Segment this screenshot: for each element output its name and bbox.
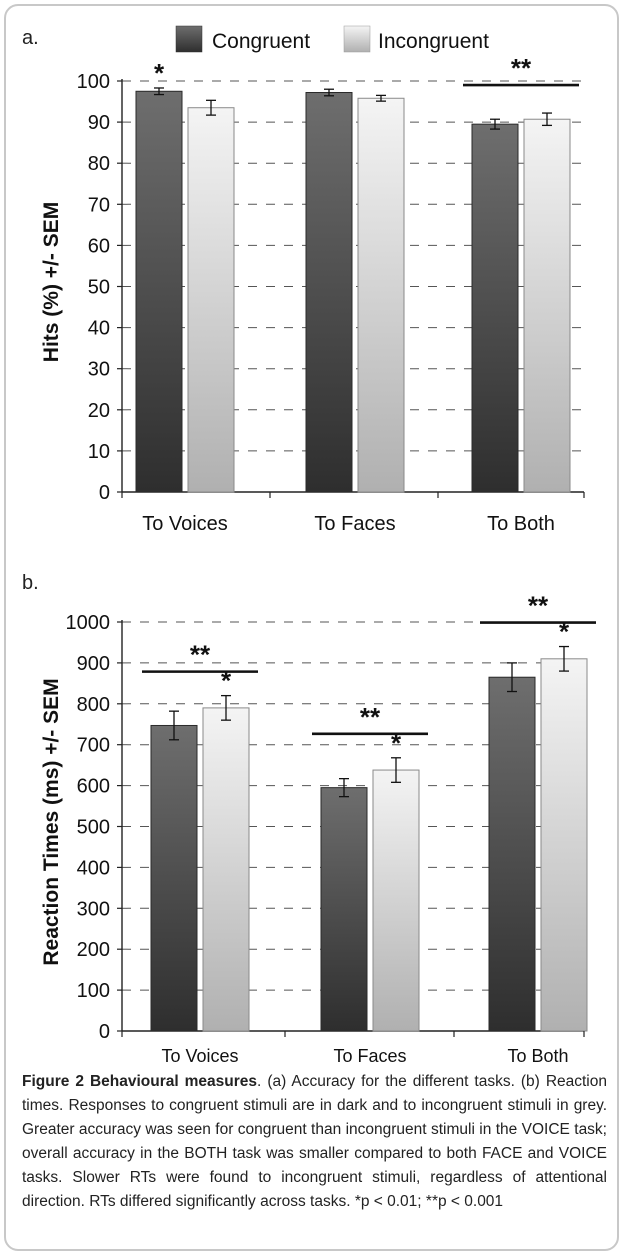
error-bar	[339, 777, 349, 798]
error-bar	[507, 662, 517, 693]
bar-incongruent	[540, 658, 588, 1032]
bar-incongruent	[372, 769, 420, 1032]
plot-b: 0 100 200 300 400 500 600 700 800 900 1000 To Voice…	[66, 591, 596, 1066]
x-category-label: To Voices	[142, 513, 228, 535]
bar-congruent	[320, 787, 368, 1032]
bar-incongruent	[187, 107, 235, 493]
plot-a: 0 10 20 30 40 50 60 70 80 90 100 To Voices To Faces T…	[77, 53, 585, 535]
legend-swatch-congruent	[175, 25, 203, 53]
panel-b-label: b.	[22, 572, 39, 594]
y-tick-label: 700	[77, 735, 110, 757]
x-category-label: To Faces	[314, 513, 395, 535]
y-tick-label: 80	[88, 153, 110, 175]
significance-label: **	[360, 702, 381, 732]
bar-incongruent	[523, 118, 571, 493]
x-category-label: To Both	[507, 1046, 568, 1066]
significance-star: *	[391, 728, 402, 758]
legend-swatch-incongruent	[343, 25, 371, 53]
y-axis-title-a: Hits (%) +/- SEM	[40, 202, 63, 362]
significance-label: **	[511, 53, 532, 83]
error-bar	[490, 118, 500, 130]
y-tick-label: 600	[77, 776, 110, 798]
significance-label: **	[528, 591, 549, 621]
y-tick-label: 50	[88, 277, 110, 299]
bar-incongruent	[202, 707, 250, 1032]
y-tick-label: 800	[77, 694, 110, 716]
bar-congruent	[488, 676, 536, 1032]
figure-caption: Figure 2 Behavioural measures. (a) Accur…	[22, 1070, 607, 1214]
y-tick-label: 200	[77, 939, 110, 961]
bar-congruent	[150, 724, 198, 1032]
error-bar	[376, 94, 386, 102]
y-tick-label: 90	[88, 112, 110, 134]
y-tick-label: 0	[99, 482, 110, 504]
error-bar	[324, 88, 334, 97]
x-category-label: To Faces	[333, 1046, 406, 1066]
y-tick-label: 70	[88, 194, 110, 216]
y-tick-label: 900	[77, 653, 110, 675]
panel-a-label: a.	[22, 27, 39, 49]
y-axis-title-b: Reaction Times (ms) +/- SEM	[40, 678, 63, 965]
bar-congruent	[471, 123, 519, 493]
y-tick-label: 100	[77, 980, 110, 1002]
significance-star: *	[221, 666, 232, 696]
significance-star: *	[154, 58, 165, 88]
error-bar	[169, 710, 179, 741]
error-bar	[391, 757, 401, 783]
x-category-label: To Both	[487, 513, 555, 535]
y-tick-label: 40	[88, 318, 110, 340]
y-tick-label: 20	[88, 400, 110, 422]
y-tick-label: 400	[77, 857, 110, 879]
bar-congruent	[305, 92, 353, 493]
y-tick-label: 500	[77, 817, 110, 839]
error-bar	[206, 99, 216, 116]
significance-label: **	[190, 640, 211, 670]
significance-star: *	[559, 617, 570, 647]
y-tick-label: 30	[88, 359, 110, 381]
y-tick-label: 100	[77, 71, 110, 93]
y-tick-label: 60	[88, 235, 110, 257]
error-bar	[154, 87, 164, 96]
caption-title: Figure 2 Behavioural measures	[22, 1073, 258, 1090]
y-tick-label: 0	[99, 1021, 110, 1043]
y-tick-label: 10	[88, 441, 110, 463]
bar-congruent	[135, 90, 183, 493]
y-tick-label: 300	[77, 898, 110, 920]
legend-label-incongruent: Incongruent	[378, 30, 489, 53]
caption-text: . (a) Accuracy for the different tasks. …	[22, 1073, 607, 1210]
legend: Congruent Incongruent	[175, 25, 489, 53]
bar-incongruent	[357, 97, 405, 493]
legend-label-congruent: Congruent	[212, 30, 310, 53]
y-tick-label: 1000	[66, 612, 111, 634]
error-bar	[221, 694, 231, 721]
x-category-label: To Voices	[161, 1046, 238, 1066]
error-bar	[542, 112, 552, 127]
error-bar	[559, 645, 569, 672]
